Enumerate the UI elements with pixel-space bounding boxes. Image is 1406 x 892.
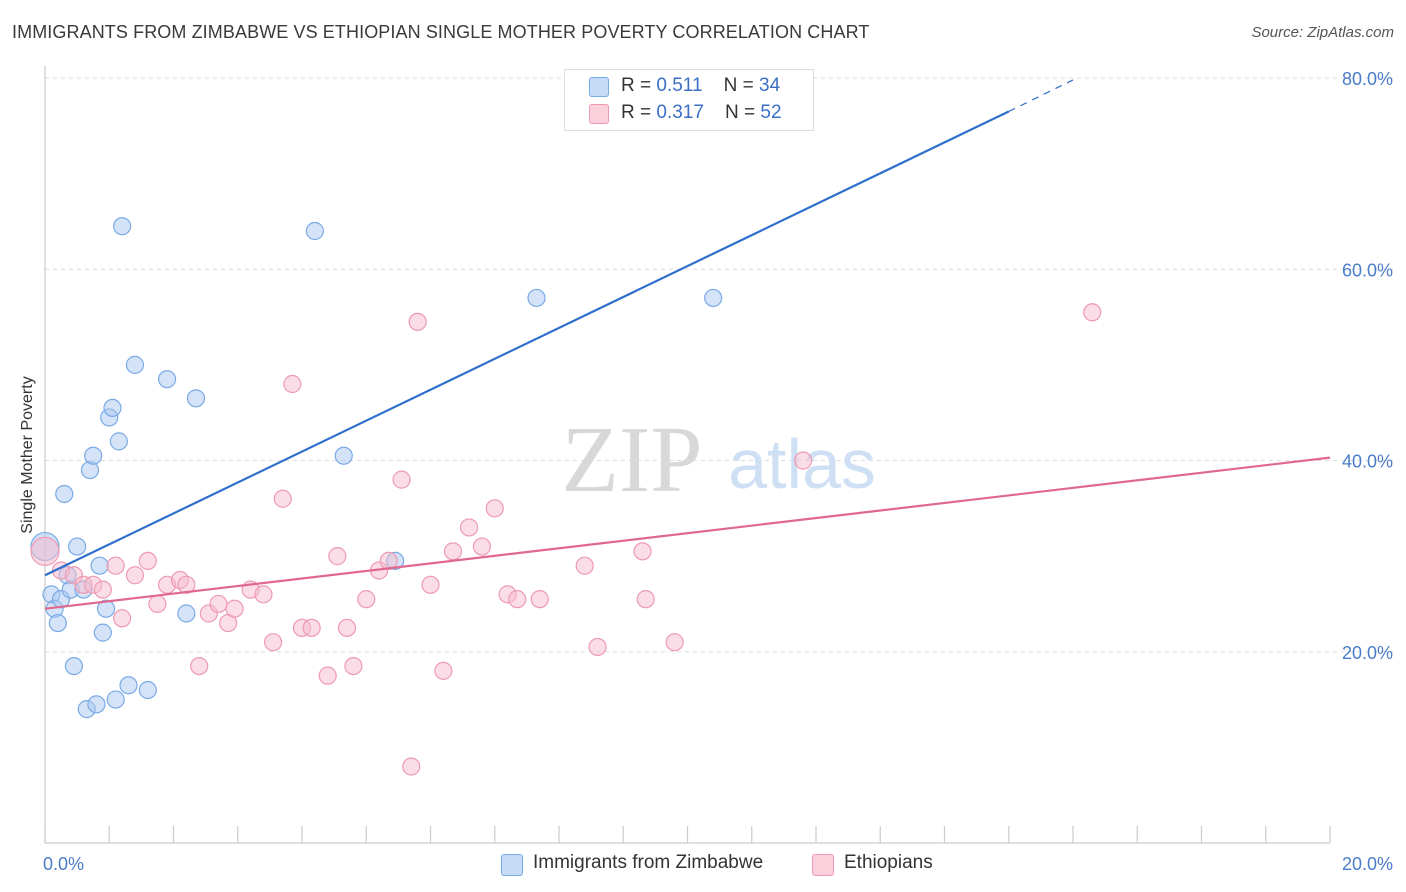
data-point-ethiopian[interactable]: [357, 590, 376, 609]
legend-r-value: 0.511: [656, 75, 703, 96]
data-point-ethiopian[interactable]: [93, 580, 112, 599]
data-point-ethiopian[interactable]: [112, 609, 132, 628]
axes-layer: [44, 66, 1331, 844]
data-point-zimbabwe[interactable]: [138, 680, 157, 700]
data-point-ethiopian[interactable]: [273, 489, 292, 508]
data-point-ethiopian[interactable]: [794, 451, 813, 470]
data-point-ethiopian[interactable]: [472, 537, 491, 556]
data-point-ethiopian[interactable]: [138, 551, 157, 571]
legend-r-label: R =: [621, 102, 657, 123]
data-point-ethiopian[interactable]: [106, 556, 125, 575]
data-point-ethiopian[interactable]: [575, 556, 594, 575]
data-point-ethiopian[interactable]: [434, 661, 453, 680]
data-point-ethiopian[interactable]: [30, 536, 60, 566]
data-point-ethiopian[interactable]: [485, 499, 504, 518]
data-point-ethiopian[interactable]: [633, 542, 652, 561]
data-point-ethiopian[interactable]: [148, 594, 167, 614]
data-point-ethiopian[interactable]: [459, 518, 479, 537]
data-point-zimbabwe[interactable]: [112, 217, 132, 236]
data-point-zimbabwe[interactable]: [157, 370, 177, 389]
legend-n-value: 34: [759, 75, 781, 96]
data-point-ethiopian[interactable]: [254, 585, 273, 604]
legend-swatch-pink: [812, 854, 834, 876]
y-tick-label: 20.0%: [1342, 643, 1393, 663]
data-point-zimbabwe[interactable]: [334, 446, 353, 465]
y-tick-label: 60.0%: [1342, 260, 1393, 280]
data-point-ethiopian[interactable]: [402, 757, 421, 776]
tick-label-layer: 20.0% 40.0% 60.0% 80.0% 0.0% 20.0%: [43, 69, 1393, 874]
data-point-ethiopian[interactable]: [225, 599, 244, 618]
watermark-zip: ZIP: [562, 408, 703, 512]
legend-swatch-blue: [501, 854, 523, 876]
trend-layer: [44, 79, 1331, 610]
data-point-ethiopian[interactable]: [328, 547, 347, 566]
points-layer: [30, 217, 1102, 776]
trend-line-ethiopian: [44, 456, 1331, 610]
data-point-ethiopian[interactable]: [392, 470, 411, 489]
legend-n-value: 52: [760, 102, 782, 123]
y-tick-label: 80.0%: [1342, 69, 1393, 89]
data-point-zimbabwe[interactable]: [96, 599, 116, 618]
data-point-ethiopian[interactable]: [443, 542, 463, 561]
legend-swatch-pink: [589, 104, 609, 124]
x-tick-label: 20.0%: [1342, 854, 1393, 874]
trend-line-extension-zimbabwe: [1008, 79, 1074, 113]
data-point-ethiopian[interactable]: [665, 633, 684, 652]
legend-n-label: N =: [723, 75, 760, 96]
x-tick-label: 0.0%: [43, 854, 84, 874]
source-label: Source: ZipAtlas.com: [1251, 24, 1394, 41]
data-point-ethiopian[interactable]: [408, 312, 427, 331]
data-point-ethiopian[interactable]: [344, 656, 363, 676]
data-point-ethiopian[interactable]: [318, 666, 337, 685]
data-point-zimbabwe[interactable]: [48, 613, 67, 633]
legend-swatch-blue: [589, 77, 609, 97]
data-point-zimbabwe[interactable]: [186, 389, 206, 408]
trend-line-zimbabwe: [44, 110, 1010, 577]
data-point-zimbabwe[interactable]: [305, 221, 324, 241]
data-point-ethiopian[interactable]: [190, 656, 209, 676]
data-point-zimbabwe[interactable]: [93, 623, 112, 642]
data-point-zimbabwe[interactable]: [109, 432, 128, 451]
data-point-ethiopian[interactable]: [177, 575, 196, 594]
data-point-ethiopian[interactable]: [302, 618, 321, 637]
legend-label-ethiopians: Ethiopians: [844, 852, 933, 873]
data-point-ethiopian[interactable]: [125, 566, 145, 585]
data-point-ethiopian[interactable]: [263, 633, 283, 652]
data-point-zimbabwe[interactable]: [177, 604, 196, 623]
data-point-zimbabwe[interactable]: [119, 676, 138, 695]
data-point-zimbabwe[interactable]: [84, 446, 103, 465]
data-point-ethiopian[interactable]: [1083, 303, 1102, 322]
legend-r-label: R =: [621, 75, 657, 96]
correlation-legend: R = 0.511 N = 34 R = 0.317 N = 52: [564, 69, 814, 131]
data-point-ethiopian[interactable]: [530, 590, 549, 609]
data-point-ethiopian[interactable]: [588, 637, 607, 657]
data-point-zimbabwe[interactable]: [55, 484, 74, 504]
chart-title: IMMIGRANTS FROM ZIMBABWE VS ETHIOPIAN SI…: [12, 22, 870, 42]
data-point-zimbabwe[interactable]: [90, 556, 109, 575]
data-point-zimbabwe[interactable]: [704, 288, 723, 308]
data-point-zimbabwe[interactable]: [64, 656, 84, 676]
y-tick-label: 40.0%: [1342, 452, 1393, 472]
watermark: ZIP atlas: [562, 408, 876, 512]
data-point-ethiopian[interactable]: [209, 594, 228, 614]
data-point-zimbabwe[interactable]: [527, 288, 546, 308]
grid-layer: [45, 77, 1395, 653]
legend-r-value: 0.317: [656, 102, 704, 123]
data-point-zimbabwe[interactable]: [106, 690, 125, 709]
data-point-ethiopian[interactable]: [337, 618, 357, 637]
data-point-ethiopian[interactable]: [421, 575, 440, 594]
data-point-zimbabwe[interactable]: [125, 355, 145, 374]
legend-n-label: N =: [725, 102, 761, 123]
data-point-ethiopian[interactable]: [283, 374, 302, 394]
data-point-zimbabwe[interactable]: [68, 537, 87, 556]
legend-label-zimbabwe: Immigrants from Zimbabwe: [533, 852, 764, 873]
data-point-ethiopian[interactable]: [508, 590, 527, 609]
data-point-ethiopian[interactable]: [636, 590, 655, 609]
data-point-zimbabwe[interactable]: [103, 398, 122, 418]
data-point-zimbabwe[interactable]: [87, 695, 106, 714]
